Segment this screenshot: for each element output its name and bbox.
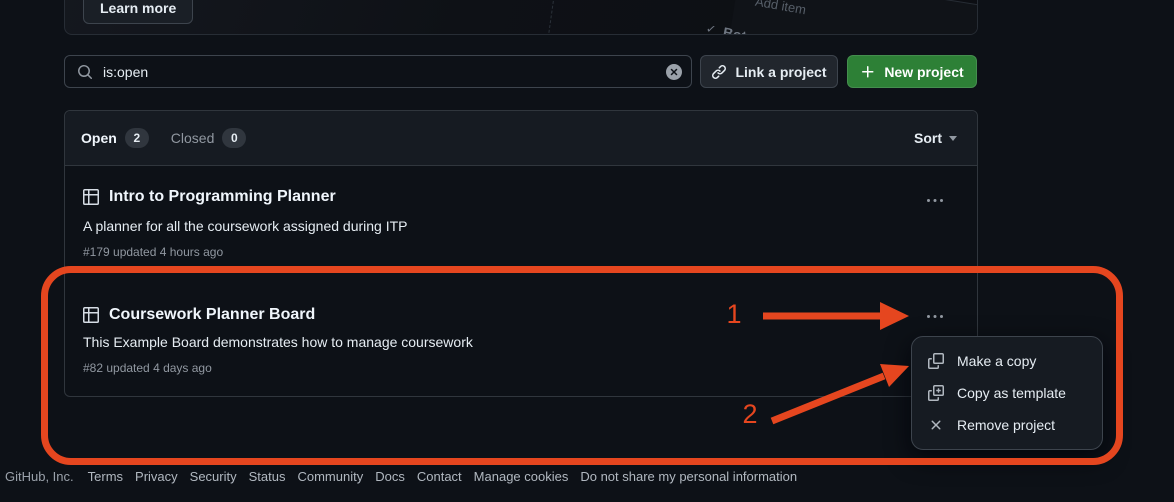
site-footer: GitHub, Inc. Terms Privacy Security Stat… [0,468,1174,485]
open-count-badge: 2 [124,128,149,148]
new-project-button[interactable]: New project [847,55,977,88]
banner-preview-dashed-line [547,0,560,34]
project-search-field[interactable] [64,55,692,88]
project-row-coursework-planner-board: Coursework Planner Board This Example Bo… [65,269,977,398]
footer-copyright: GitHub, Inc. [5,469,74,484]
project-table-icon [83,189,99,205]
project-context-menu: Make a copy Copy as template Remove proj… [911,336,1103,450]
search-input[interactable] [103,63,666,80]
tab-open[interactable]: Open 2 [81,128,149,148]
footer-link-privacy[interactable]: Privacy [135,469,178,484]
promo-banner: Add item ✓ Bot Learn more [64,0,978,35]
sort-label: Sort [914,130,942,146]
project-meta: #82 updated 4 days ago [83,361,212,375]
menu-item-label: Make a copy [957,353,1037,369]
clear-search-icon[interactable] [666,63,682,80]
menu-item-make-a-copy[interactable]: Make a copy [912,345,1102,377]
link-a-project-button[interactable]: Link a project [700,55,838,88]
tab-closed-label: Closed [170,130,215,146]
learn-more-button[interactable]: Learn more [83,0,194,24]
footer-link-do-not-share[interactable]: Do not share my personal information [580,469,798,484]
project-description: This Example Board demonstrates how to m… [83,334,473,350]
x-icon [928,417,944,433]
search-icon [77,64,93,80]
project-table-icon [83,307,99,323]
projects-list: Open 2 Closed 0 Sort Intro to Programmin… [64,110,978,397]
footer-link-status[interactable]: Status [248,469,286,484]
menu-item-label: Remove project [957,417,1056,433]
copy-icon [928,353,944,369]
banner-preview-check-icon: ✓ [704,21,718,35]
footer-link-community[interactable]: Community [297,469,364,484]
projects-list-header: Open 2 Closed 0 Sort [65,111,977,166]
link-icon [711,64,727,80]
plus-icon [860,64,876,80]
link-a-project-label: Link a project [735,63,827,80]
sort-dropdown[interactable]: Sort [914,130,961,146]
project-meta: #179 updated 4 hours ago [83,245,224,259]
footer-link-manage-cookies[interactable]: Manage cookies [473,469,569,484]
footer-link-terms[interactable]: Terms [87,469,124,484]
footer-link-docs[interactable]: Docs [375,469,405,484]
project-row-intro-to-programming-planner: Intro to Programming Planner A planner f… [65,165,977,270]
kebab-menu-icon[interactable] [927,193,943,209]
footer-link-contact[interactable]: Contact [416,469,462,484]
chevron-down-icon [949,135,957,141]
menu-item-remove-project[interactable]: Remove project [912,409,1102,441]
footer-link-security[interactable]: Security [189,469,237,484]
project-title-link[interactable]: Coursework Planner Board [109,306,316,323]
tab-closed[interactable]: Closed 0 [171,128,247,148]
new-project-label: New project [884,63,964,80]
kebab-menu-icon[interactable] [927,309,943,325]
tab-open-label: Open [81,130,117,146]
menu-item-label: Copy as template [957,385,1066,401]
project-title-link[interactable]: Intro to Programming Planner [109,188,336,205]
annotation-step-2-label: 2 [742,399,758,429]
menu-item-copy-as-template[interactable]: Copy as template [912,377,1102,409]
project-description: A planner for all the coursework assigne… [83,218,408,234]
copy-template-icon [928,385,944,401]
closed-count-badge: 0 [222,128,247,148]
